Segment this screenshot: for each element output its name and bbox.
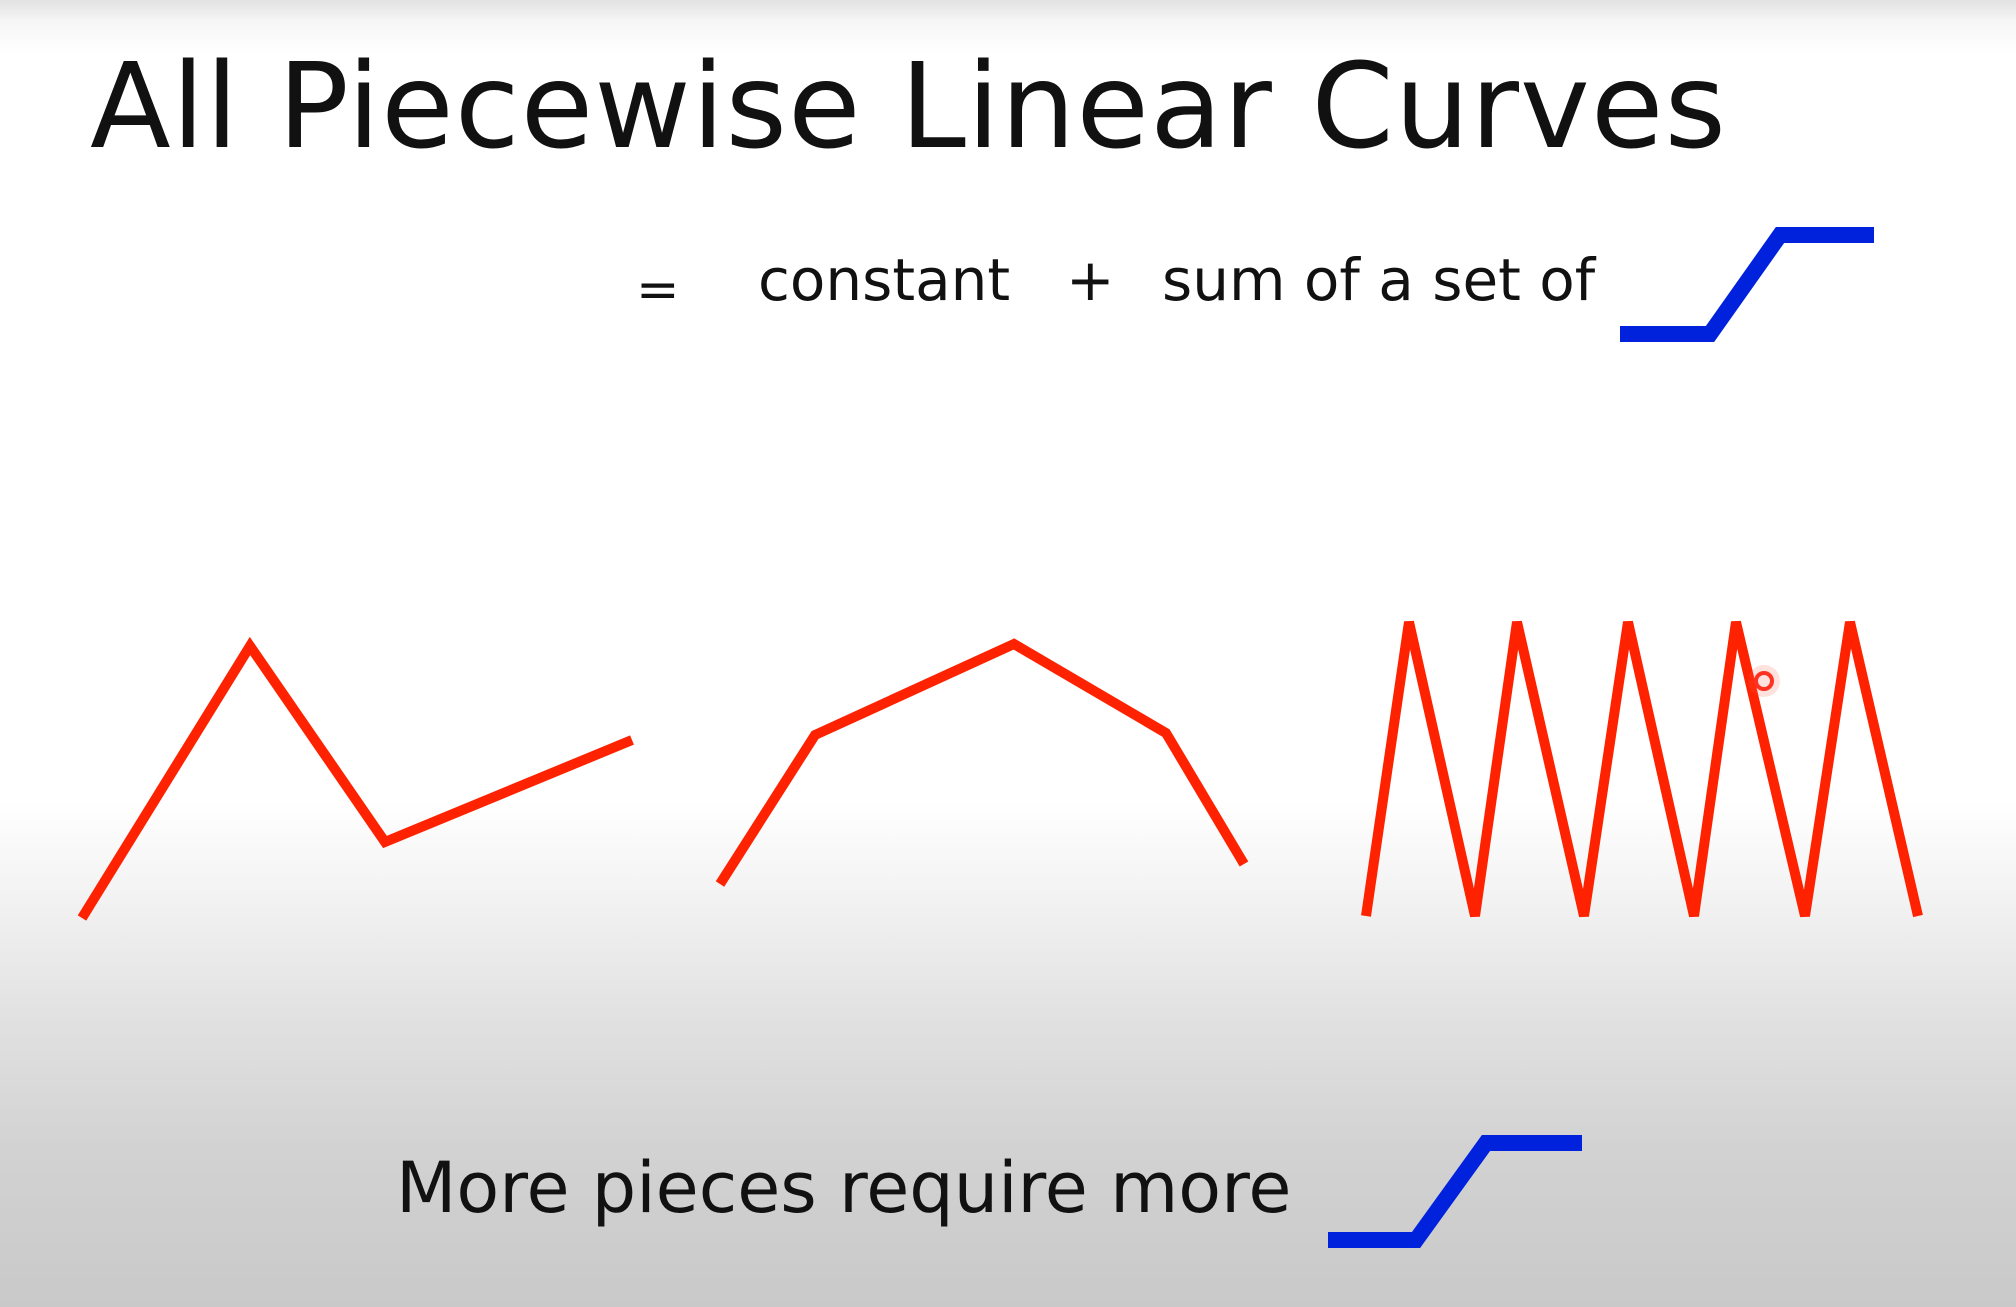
piecewise-curve-2 bbox=[715, 638, 1249, 887]
equals-sign: = bbox=[636, 260, 680, 320]
piecewise-curve-1 bbox=[77, 636, 634, 921]
cursor-indicator-icon bbox=[1754, 671, 1774, 691]
hard-sigmoid-icon bbox=[1620, 227, 1874, 342]
sum-of-set-label: sum of a set of bbox=[1162, 246, 1596, 314]
constant-label: constant bbox=[758, 246, 1011, 314]
hard-sigmoid-icon-bottom bbox=[1328, 1135, 1582, 1248]
plus-sign: + bbox=[1066, 246, 1115, 314]
piecewise-curve-3-zigzag bbox=[1361, 620, 1923, 918]
cursor-glow bbox=[1748, 665, 1780, 697]
footer-caption: More pieces require more bbox=[396, 1147, 1292, 1229]
slide-title: All Piecewise Linear Curves bbox=[90, 37, 1727, 175]
